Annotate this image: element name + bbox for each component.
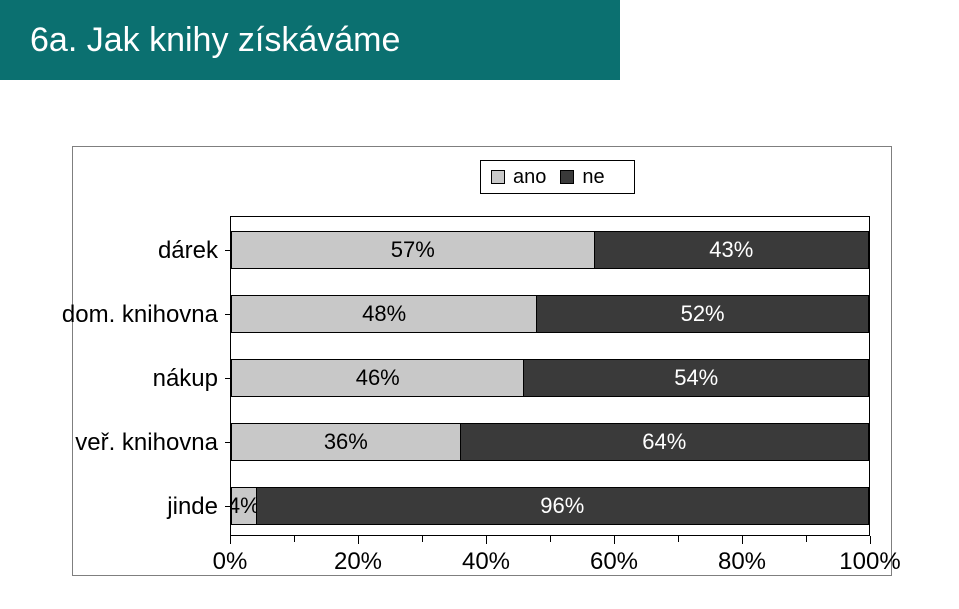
x-tick <box>870 536 871 544</box>
bar-row: 36%64% <box>231 423 869 461</box>
y-axis-label: jinde <box>0 493 218 521</box>
x-tick-label: 60% <box>590 548 638 576</box>
bar-row: 48%52% <box>231 295 869 333</box>
legend-label-ano: ano <box>513 166 546 189</box>
x-minor-tick <box>806 536 807 542</box>
legend-swatch-ano <box>491 170 505 184</box>
bar-row: 46%54% <box>231 359 869 397</box>
x-tick-label: 0% <box>213 548 248 576</box>
x-tick-label: 40% <box>462 548 510 576</box>
y-axis-label: dárek <box>0 237 218 265</box>
x-tick <box>614 536 615 544</box>
legend-label-ne: ne <box>582 166 604 189</box>
legend: ano ne <box>480 160 635 194</box>
y-tick <box>225 378 231 379</box>
legend-swatch-ne <box>560 170 574 184</box>
y-axis-label: veř. knihovna <box>0 429 218 457</box>
y-tick <box>225 314 231 315</box>
bar-segment-ne: 64% <box>461 423 869 461</box>
x-tick <box>230 536 231 544</box>
y-axis-label: dom. knihovna <box>0 301 218 329</box>
title-band: 6a. Jak knihy získáváme <box>0 0 620 80</box>
bar-segment-ano: 4% <box>231 487 257 525</box>
x-minor-tick <box>422 536 423 542</box>
bar-segment-ne: 96% <box>257 487 869 525</box>
x-tick-label: 100% <box>839 548 900 576</box>
bar-segment-ne: 52% <box>537 295 869 333</box>
y-tick <box>225 250 231 251</box>
bar-segment-ano: 48% <box>231 295 537 333</box>
y-tick <box>225 506 231 507</box>
plot-area: 57%43% 48%52% 46%54% 36%64% 4%96% <box>230 216 870 536</box>
bar-row: 4%96% <box>231 487 869 525</box>
bar-segment-ano: 46% <box>231 359 524 397</box>
bar-segment-ne: 54% <box>524 359 869 397</box>
x-minor-tick <box>294 536 295 542</box>
x-tick-label: 20% <box>334 548 382 576</box>
bar-segment-ano: 57% <box>231 231 595 269</box>
x-minor-tick <box>550 536 551 542</box>
x-tick-label: 80% <box>718 548 766 576</box>
x-minor-tick <box>678 536 679 542</box>
bar-segment-ano: 36% <box>231 423 461 461</box>
x-tick <box>358 536 359 544</box>
y-axis-label: nákup <box>0 365 218 393</box>
page-title: 6a. Jak knihy získáváme <box>30 21 400 60</box>
bar-segment-ne: 43% <box>595 231 869 269</box>
y-tick <box>225 442 231 443</box>
bar-row: 57%43% <box>231 231 869 269</box>
x-tick <box>486 536 487 544</box>
x-tick <box>742 536 743 544</box>
